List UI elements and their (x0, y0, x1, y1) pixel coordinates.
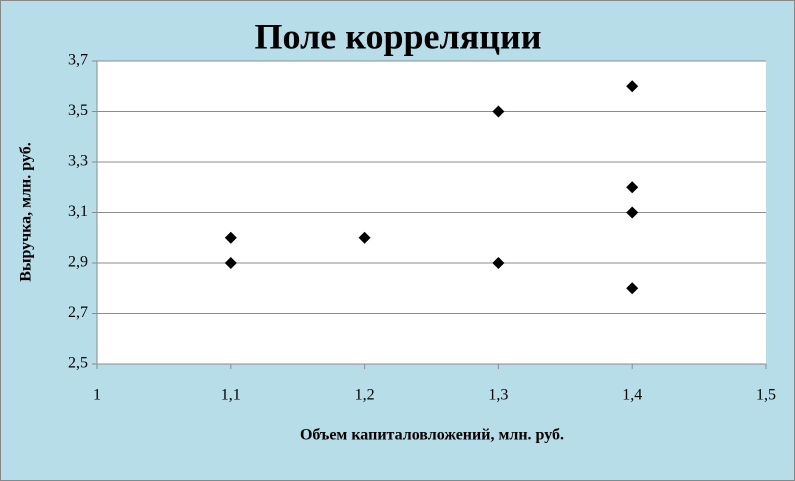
point (224, 257, 237, 269)
x-tick-label: 1,2 (355, 387, 375, 404)
y-tick-label: 3,3 (68, 153, 88, 170)
x-tick-label: 1,4 (622, 387, 642, 404)
point (358, 231, 371, 244)
y-tick-label: 2,9 (68, 254, 88, 271)
y-tick-label: 3,1 (68, 203, 88, 220)
x-tick-label: 1,1 (221, 387, 241, 404)
x-tick-label: 1 (93, 387, 101, 404)
point (224, 231, 237, 244)
y-tick-label: 2,5 (68, 355, 88, 372)
point (626, 80, 639, 93)
y-tick-label: 2,7 (68, 304, 88, 321)
point (492, 257, 505, 269)
point (492, 105, 505, 118)
x-axis-label: Объем капиталовложений, млн. руб. (300, 427, 564, 444)
point (626, 282, 639, 295)
chart-title: Поле корреляции (255, 16, 542, 56)
point (626, 206, 639, 219)
x-tick-label: 1,3 (488, 387, 508, 404)
y-tick-label: 3,5 (68, 102, 88, 119)
x-tick-label: 1,5 (756, 387, 776, 404)
point (626, 181, 639, 194)
y-tick-label: 3,7 (68, 52, 88, 69)
y-axis-label: Выручка, млн. руб. (18, 142, 35, 281)
